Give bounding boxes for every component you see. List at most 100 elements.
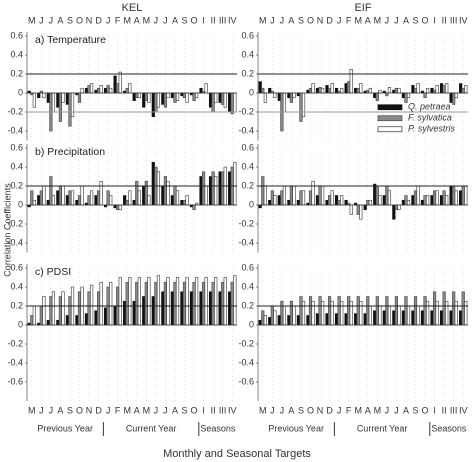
bar — [185, 195, 189, 206]
bar — [46, 199, 50, 206]
bar — [80, 185, 84, 206]
bar — [75, 199, 79, 206]
bar — [46, 92, 50, 103]
bar — [301, 190, 306, 206]
group-label: Previous Year — [268, 423, 324, 433]
bar — [189, 291, 194, 326]
y-tick-label: -0.6 — [238, 376, 254, 386]
y-tick-label: 0.2 — [241, 300, 254, 310]
bar — [347, 81, 351, 94]
y-tick-label: 0.2 — [10, 68, 23, 78]
bar — [387, 87, 392, 94]
bar — [161, 92, 165, 105]
x-tick-label: M — [28, 405, 36, 415]
y-tick-label: 0 — [249, 87, 254, 97]
x-tick-label: O — [422, 15, 429, 25]
bar — [280, 190, 284, 206]
bar — [296, 315, 300, 326]
bar — [394, 204, 398, 211]
y-tick-label: 0 — [249, 319, 254, 329]
bar — [166, 92, 170, 99]
panel-title: b) Precipitation — [35, 146, 105, 158]
bar — [359, 83, 363, 94]
bar — [277, 195, 281, 206]
bar — [299, 296, 303, 326]
bar — [340, 195, 344, 206]
bar — [49, 296, 53, 326]
bar — [87, 195, 91, 206]
x-tick-label: A — [403, 405, 409, 415]
bar — [32, 305, 36, 326]
y-tick-label: -0.6 — [7, 376, 23, 386]
bar — [392, 310, 396, 326]
bar — [337, 296, 341, 326]
bar — [132, 300, 136, 326]
bar — [401, 310, 405, 326]
bar — [263, 315, 267, 326]
bar — [416, 83, 420, 94]
bar — [94, 195, 98, 206]
bar — [151, 296, 155, 326]
bar — [366, 89, 370, 94]
bar — [449, 310, 453, 326]
y-tick-label: -0.2 — [238, 218, 254, 228]
bar — [202, 171, 206, 206]
bar — [413, 87, 418, 94]
x-tick-label: D — [326, 405, 333, 415]
y-tick-label: 0.2 — [10, 300, 23, 310]
bar — [282, 305, 287, 326]
bar — [401, 92, 405, 99]
x-tick-label: M — [143, 405, 151, 415]
bar — [375, 296, 379, 326]
x-tick-label: S — [181, 405, 187, 415]
x-tick-label: J — [49, 405, 54, 415]
bar — [56, 190, 60, 206]
bar — [464, 85, 468, 94]
legend-swatch — [377, 126, 403, 133]
bar — [439, 310, 444, 326]
bar — [163, 92, 167, 108]
x-tick-label: N — [86, 405, 93, 415]
bar — [218, 92, 222, 103]
y-tick-label: 0.4 — [10, 49, 23, 59]
x-tick-label: J — [337, 15, 342, 25]
bar — [292, 92, 296, 99]
bar — [132, 199, 136, 206]
panel-title: a) Temperature — [35, 34, 106, 46]
bar — [128, 83, 132, 94]
group-label: Current Year — [126, 423, 177, 433]
x-tick-label: I — [433, 15, 436, 25]
bar — [452, 291, 456, 326]
bar — [65, 195, 69, 206]
x-tick-label: I — [202, 405, 205, 415]
x-tick-label: S — [298, 15, 304, 25]
bar — [208, 92, 213, 108]
bar — [77, 291, 82, 326]
bar — [156, 92, 161, 108]
bar — [347, 296, 351, 326]
bar — [387, 190, 392, 206]
x-tick-label: J — [154, 15, 159, 25]
x-tick-label: IV — [459, 405, 468, 415]
y-tick-label: 0.2 — [10, 180, 23, 190]
bar — [258, 204, 262, 209]
bar — [430, 195, 434, 206]
bar — [116, 83, 120, 94]
x-tick-label: A — [57, 405, 63, 415]
bar — [423, 296, 427, 326]
bar — [90, 190, 94, 206]
legend-label: P. sylvestris — [408, 124, 455, 134]
x-tick-label: J — [270, 15, 275, 25]
bar — [39, 190, 43, 206]
bar — [113, 305, 117, 326]
bar — [185, 92, 189, 103]
bar — [413, 190, 418, 206]
bar — [221, 281, 225, 326]
bar — [65, 315, 69, 326]
bar — [296, 199, 300, 206]
y-tick-label: 0.4 — [10, 281, 23, 291]
bar — [344, 313, 348, 326]
y-tick-label: 0 — [18, 87, 23, 97]
bar — [311, 180, 315, 206]
bar — [228, 92, 232, 113]
